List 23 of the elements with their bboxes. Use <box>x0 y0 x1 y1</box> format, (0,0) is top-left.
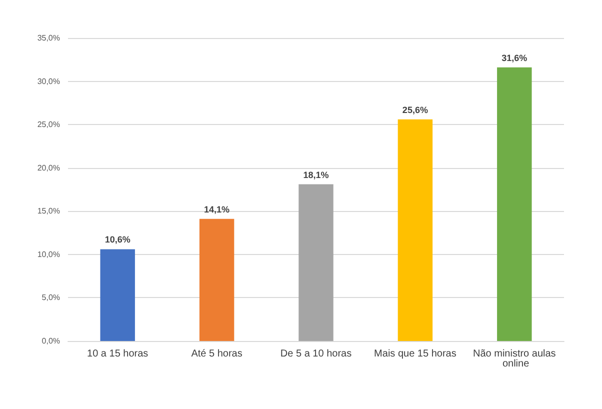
x-tick-label: 10 a 15 horas <box>87 348 148 360</box>
y-tick-label: 10,0% <box>37 250 60 259</box>
data-label: 31,6% <box>502 52 528 63</box>
y-tick-label: 25,0% <box>37 120 60 130</box>
bar <box>497 67 532 341</box>
y-tick-label: 0,0% <box>42 336 60 346</box>
y-tick-label: 20,0% <box>37 163 60 172</box>
bar <box>100 249 135 341</box>
data-label: 14,1% <box>204 204 230 214</box>
x-tick-label: Mais que 15 horas <box>374 348 456 360</box>
x-tick-label: Até 5 horas <box>191 348 242 360</box>
x-tick-label: De 5 a 10 horas <box>280 348 352 360</box>
x-tick-label: Não ministro aulas online <box>472 348 556 370</box>
data-label: 10,6% <box>104 234 130 245</box>
bar <box>398 119 433 341</box>
y-tick-label: 35,0% <box>37 34 60 42</box>
data-label: 18,1% <box>303 170 329 180</box>
data-label: 25,6% <box>402 104 428 115</box>
bar <box>199 218 234 341</box>
y-tick-label: 15,0% <box>37 206 60 216</box>
bar <box>298 184 334 341</box>
y-tick-label: 5,0% <box>42 293 60 302</box>
y-tick-label: 30,0% <box>37 76 60 86</box>
